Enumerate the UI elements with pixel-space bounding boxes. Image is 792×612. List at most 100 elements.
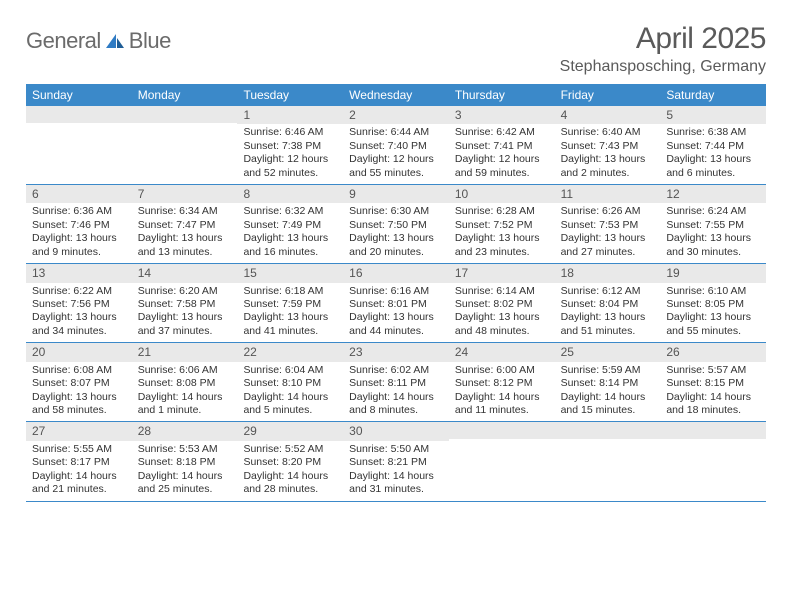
week-row: 6Sunrise: 6:36 AMSunset: 7:46 PMDaylight… — [26, 184, 766, 263]
daylight-text: Daylight: 12 hours and 55 minutes. — [349, 153, 443, 180]
daylight-text: Daylight: 14 hours and 18 minutes. — [666, 391, 760, 418]
day-cell: 4Sunrise: 6:40 AMSunset: 7:43 PMDaylight… — [555, 106, 661, 184]
sunset-text: Sunset: 8:14 PM — [561, 377, 655, 390]
day-cell: 1Sunrise: 6:46 AMSunset: 7:38 PMDaylight… — [237, 106, 343, 184]
daylight-text: Daylight: 14 hours and 21 minutes. — [32, 470, 126, 497]
title-block: April 2025 Stephansposching, Germany — [560, 22, 766, 76]
daylight-text: Daylight: 13 hours and 13 minutes. — [138, 232, 232, 259]
weekday-header: Tuesday — [237, 84, 343, 105]
day-body: Sunrise: 6:44 AMSunset: 7:40 PMDaylight:… — [343, 124, 449, 184]
sunrise-text: Sunrise: 5:50 AM — [349, 443, 443, 456]
day-body: Sunrise: 6:08 AMSunset: 8:07 PMDaylight:… — [26, 362, 132, 422]
day-number: 20 — [26, 343, 132, 361]
day-number — [660, 422, 766, 439]
day-cell — [660, 422, 766, 500]
daylight-text: Daylight: 13 hours and 55 minutes. — [666, 311, 760, 338]
day-cell: 11Sunrise: 6:26 AMSunset: 7:53 PMDayligh… — [555, 185, 661, 263]
daylight-text: Daylight: 14 hours and 25 minutes. — [138, 470, 232, 497]
daylight-text: Daylight: 12 hours and 59 minutes. — [455, 153, 549, 180]
day-number: 27 — [26, 422, 132, 440]
daylight-text: Daylight: 13 hours and 20 minutes. — [349, 232, 443, 259]
day-body: Sunrise: 6:06 AMSunset: 8:08 PMDaylight:… — [132, 362, 238, 422]
sunset-text: Sunset: 8:12 PM — [455, 377, 549, 390]
daylight-text: Daylight: 13 hours and 16 minutes. — [243, 232, 337, 259]
month-title: April 2025 — [560, 22, 766, 56]
sunset-text: Sunset: 7:53 PM — [561, 219, 655, 232]
sunset-text: Sunset: 7:58 PM — [138, 298, 232, 311]
daylight-text: Daylight: 14 hours and 15 minutes. — [561, 391, 655, 418]
daylight-text: Daylight: 14 hours and 8 minutes. — [349, 391, 443, 418]
day-body: Sunrise: 5:53 AMSunset: 8:18 PMDaylight:… — [132, 441, 238, 501]
sunrise-text: Sunrise: 6:04 AM — [243, 364, 337, 377]
day-cell: 20Sunrise: 6:08 AMSunset: 8:07 PMDayligh… — [26, 343, 132, 421]
sunset-text: Sunset: 8:04 PM — [561, 298, 655, 311]
day-number: 7 — [132, 185, 238, 203]
daylight-text: Daylight: 14 hours and 1 minute. — [138, 391, 232, 418]
day-number: 19 — [660, 264, 766, 282]
logo-word1: General — [26, 28, 101, 54]
weekday-header-row: SundayMondayTuesdayWednesdayThursdayFrid… — [26, 84, 766, 105]
sunrise-text: Sunrise: 6:12 AM — [561, 285, 655, 298]
day-body: Sunrise: 5:50 AMSunset: 8:21 PMDaylight:… — [343, 441, 449, 501]
sunrise-text: Sunrise: 6:36 AM — [32, 205, 126, 218]
day-body: Sunrise: 6:02 AMSunset: 8:11 PMDaylight:… — [343, 362, 449, 422]
daylight-text: Daylight: 13 hours and 23 minutes. — [455, 232, 549, 259]
sunrise-text: Sunrise: 6:34 AM — [138, 205, 232, 218]
day-number: 29 — [237, 422, 343, 440]
day-number: 12 — [660, 185, 766, 203]
day-cell: 14Sunrise: 6:20 AMSunset: 7:58 PMDayligh… — [132, 264, 238, 342]
sunrise-text: Sunrise: 5:57 AM — [666, 364, 760, 377]
day-body: Sunrise: 6:16 AMSunset: 8:01 PMDaylight:… — [343, 283, 449, 343]
week-row: 1Sunrise: 6:46 AMSunset: 7:38 PMDaylight… — [26, 105, 766, 184]
sunset-text: Sunset: 8:17 PM — [32, 456, 126, 469]
sunset-text: Sunset: 7:38 PM — [243, 140, 337, 153]
weekday-header: Saturday — [660, 84, 766, 105]
day-body: Sunrise: 6:14 AMSunset: 8:02 PMDaylight:… — [449, 283, 555, 343]
sunset-text: Sunset: 7:55 PM — [666, 219, 760, 232]
day-number: 10 — [449, 185, 555, 203]
sunset-text: Sunset: 8:07 PM — [32, 377, 126, 390]
day-number: 15 — [237, 264, 343, 282]
day-body: Sunrise: 6:40 AMSunset: 7:43 PMDaylight:… — [555, 124, 661, 184]
sunrise-text: Sunrise: 5:55 AM — [32, 443, 126, 456]
day-body: Sunrise: 6:00 AMSunset: 8:12 PMDaylight:… — [449, 362, 555, 422]
sunrise-text: Sunrise: 6:46 AM — [243, 126, 337, 139]
sunrise-text: Sunrise: 6:20 AM — [138, 285, 232, 298]
daylight-text: Daylight: 13 hours and 44 minutes. — [349, 311, 443, 338]
day-number: 9 — [343, 185, 449, 203]
daylight-text: Daylight: 13 hours and 41 minutes. — [243, 311, 337, 338]
header-row: General Blue April 2025 Stephansposching… — [26, 22, 766, 76]
sunset-text: Sunset: 8:02 PM — [455, 298, 549, 311]
daylight-text: Daylight: 13 hours and 58 minutes. — [32, 391, 126, 418]
sunrise-text: Sunrise: 6:16 AM — [349, 285, 443, 298]
logo-sail-icon — [104, 32, 126, 50]
day-cell: 19Sunrise: 6:10 AMSunset: 8:05 PMDayligh… — [660, 264, 766, 342]
sunrise-text: Sunrise: 6:18 AM — [243, 285, 337, 298]
sunrise-text: Sunrise: 6:14 AM — [455, 285, 549, 298]
day-cell: 7Sunrise: 6:34 AMSunset: 7:47 PMDaylight… — [132, 185, 238, 263]
day-cell: 29Sunrise: 5:52 AMSunset: 8:20 PMDayligh… — [237, 422, 343, 500]
sunset-text: Sunset: 7:43 PM — [561, 140, 655, 153]
day-body: Sunrise: 6:38 AMSunset: 7:44 PMDaylight:… — [660, 124, 766, 184]
day-number: 16 — [343, 264, 449, 282]
day-number: 4 — [555, 106, 661, 124]
day-number: 2 — [343, 106, 449, 124]
weekday-header: Thursday — [449, 84, 555, 105]
daylight-text: Daylight: 14 hours and 31 minutes. — [349, 470, 443, 497]
day-cell: 12Sunrise: 6:24 AMSunset: 7:55 PMDayligh… — [660, 185, 766, 263]
day-number: 21 — [132, 343, 238, 361]
weekday-header: Friday — [555, 84, 661, 105]
sunset-text: Sunset: 7:40 PM — [349, 140, 443, 153]
daylight-text: Daylight: 14 hours and 5 minutes. — [243, 391, 337, 418]
day-body: Sunrise: 6:34 AMSunset: 7:47 PMDaylight:… — [132, 203, 238, 263]
sunset-text: Sunset: 7:56 PM — [32, 298, 126, 311]
daylight-text: Daylight: 13 hours and 34 minutes. — [32, 311, 126, 338]
weeks-container: 1Sunrise: 6:46 AMSunset: 7:38 PMDaylight… — [26, 105, 766, 502]
day-number: 22 — [237, 343, 343, 361]
sunset-text: Sunset: 8:10 PM — [243, 377, 337, 390]
day-cell: 15Sunrise: 6:18 AMSunset: 7:59 PMDayligh… — [237, 264, 343, 342]
day-cell: 9Sunrise: 6:30 AMSunset: 7:50 PMDaylight… — [343, 185, 449, 263]
day-body: Sunrise: 6:18 AMSunset: 7:59 PMDaylight:… — [237, 283, 343, 343]
sunrise-text: Sunrise: 6:22 AM — [32, 285, 126, 298]
day-body: Sunrise: 5:57 AMSunset: 8:15 PMDaylight:… — [660, 362, 766, 422]
